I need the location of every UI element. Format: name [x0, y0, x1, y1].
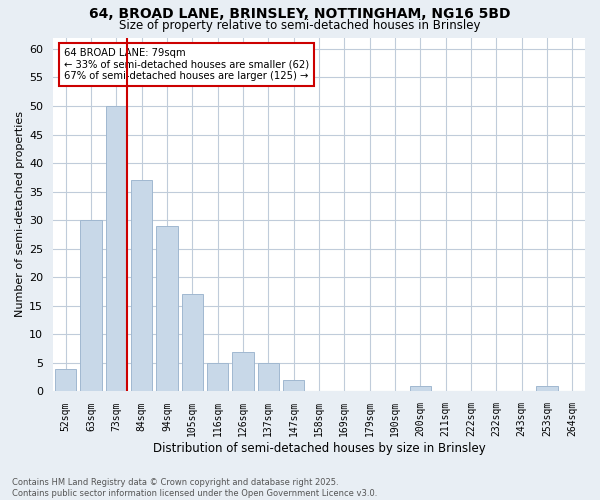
Bar	[182, 294, 203, 392]
Bar	[536, 386, 558, 392]
Text: 64 BROAD LANE: 79sqm
← 33% of semi-detached houses are smaller (62)
67% of semi-: 64 BROAD LANE: 79sqm ← 33% of semi-detac…	[64, 48, 309, 82]
Bar	[207, 363, 229, 392]
Bar	[55, 368, 76, 392]
Text: Contains HM Land Registry data © Crown copyright and database right 2025.
Contai: Contains HM Land Registry data © Crown c…	[12, 478, 377, 498]
Bar	[283, 380, 304, 392]
X-axis label: Distribution of semi-detached houses by size in Brinsley: Distribution of semi-detached houses by …	[152, 442, 485, 455]
Bar	[257, 363, 279, 392]
Bar	[232, 352, 254, 392]
Bar	[410, 386, 431, 392]
Bar	[106, 106, 127, 392]
Bar	[131, 180, 152, 392]
Bar	[80, 220, 102, 392]
Text: Size of property relative to semi-detached houses in Brinsley: Size of property relative to semi-detach…	[119, 18, 481, 32]
Text: 64, BROAD LANE, BRINSLEY, NOTTINGHAM, NG16 5BD: 64, BROAD LANE, BRINSLEY, NOTTINGHAM, NG…	[89, 8, 511, 22]
Bar	[156, 226, 178, 392]
Y-axis label: Number of semi-detached properties: Number of semi-detached properties	[15, 112, 25, 318]
